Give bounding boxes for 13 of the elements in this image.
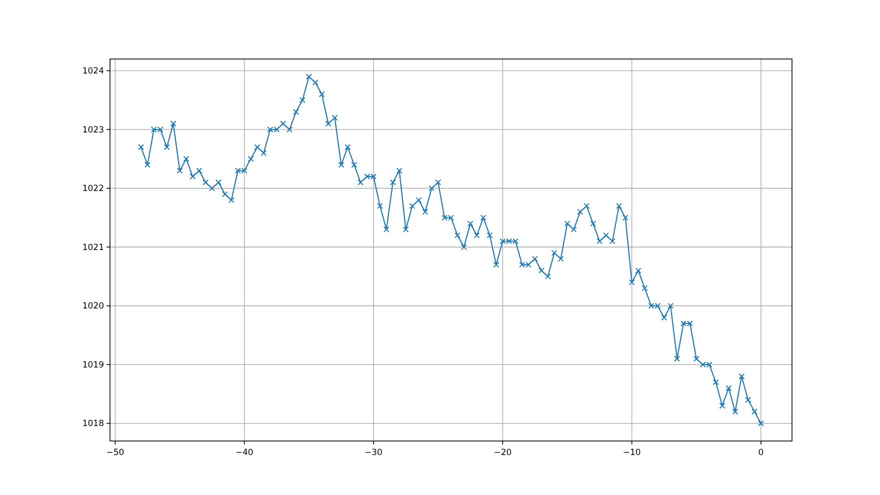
x-tick-label: −10 xyxy=(622,448,641,458)
y-tick-label: 1021 xyxy=(82,242,104,253)
y-tick-label: 1020 xyxy=(82,302,104,312)
x-tick-label: −30 xyxy=(364,448,382,458)
y-tick-label: 1019 xyxy=(82,360,104,370)
x-tick-label: −50 xyxy=(106,448,124,458)
y-tick-label: 1023 xyxy=(82,125,104,136)
x-tick-label: −20 xyxy=(494,448,512,458)
y-tick-label: 1024 xyxy=(82,66,104,76)
x-tick-label: −40 xyxy=(235,448,254,458)
y-tick-label: 1018 xyxy=(82,419,104,430)
y-tick-label: 1022 xyxy=(82,184,104,194)
x-tick-label: 0 xyxy=(758,448,764,458)
